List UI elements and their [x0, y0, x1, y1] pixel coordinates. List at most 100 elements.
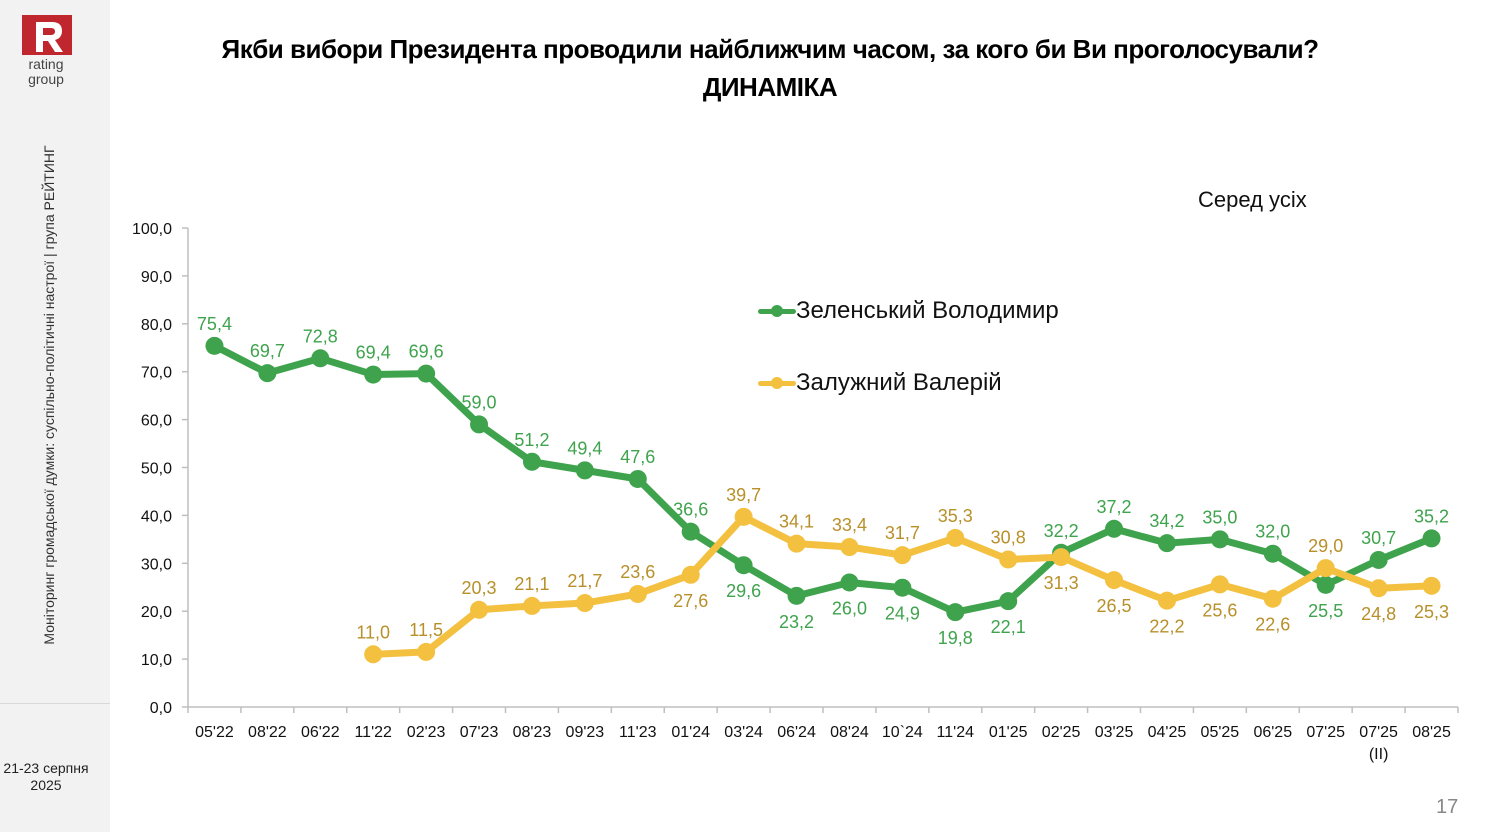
data-label-zaluzhnyi: 24,8 — [1361, 604, 1396, 624]
data-point-zelenskyi — [522, 452, 541, 471]
survey-date-line1: 21-23 серпня — [3, 760, 89, 776]
data-point-zaluzhnyi — [999, 550, 1018, 569]
data-point-zaluzhnyi — [1422, 576, 1441, 595]
y-tick-label: 30,0 — [141, 556, 172, 573]
data-point-zaluzhnyi — [1210, 575, 1229, 594]
page-title: Якби вибори Президента проводили найближ… — [130, 30, 1410, 106]
legend-label: Залужний Валерій — [796, 369, 1002, 396]
data-point-zelenskyi — [1210, 530, 1229, 549]
x-tick-sublabel: (II) — [1369, 746, 1389, 763]
x-tick-label: 05'22 — [195, 724, 234, 741]
data-point-zaluzhnyi — [1369, 579, 1388, 598]
data-point-zelenskyi — [1105, 519, 1124, 538]
x-tick-label: 08'23 — [513, 724, 552, 741]
data-point-zaluzhnyi — [734, 507, 753, 526]
data-label-zaluzhnyi: 22,6 — [1255, 615, 1290, 635]
data-label-zaluzhnyi: 30,8 — [991, 527, 1026, 547]
y-tick-label: 60,0 — [141, 413, 172, 430]
y-tick-label: 40,0 — [141, 508, 172, 525]
legend-item-zelenskyi: Зеленський Володимир — [758, 297, 1059, 325]
data-point-zaluzhnyi — [522, 596, 541, 615]
data-point-zelenskyi — [1422, 529, 1441, 548]
logo-text-rating: rating — [28, 56, 64, 72]
data-label-zaluzhnyi: 33,4 — [832, 515, 867, 535]
data-label-zelenskyi: 34,2 — [1149, 511, 1184, 531]
data-label-zelenskyi: 30,7 — [1361, 528, 1396, 548]
data-label-zelenskyi: 19,8 — [938, 628, 973, 648]
data-label-zaluzhnyi: 29,0 — [1308, 536, 1343, 556]
y-tick-label: 70,0 — [141, 365, 172, 382]
data-label-zaluzhnyi: 25,6 — [1202, 600, 1237, 620]
data-label-zelenskyi: 59,0 — [462, 392, 497, 412]
data-label-zaluzhnyi: 21,1 — [514, 574, 549, 594]
y-tick-label: 10,0 — [141, 652, 172, 669]
data-point-zelenskyi — [1316, 575, 1335, 594]
x-tick-label: 11'23 — [619, 724, 657, 741]
survey-date-line2: 2025 — [30, 777, 62, 793]
data-label-zelenskyi: 25,5 — [1308, 601, 1343, 621]
data-label-zaluzhnyi: 39,7 — [726, 485, 761, 505]
data-point-zaluzhnyi — [1316, 559, 1335, 578]
data-label-zaluzhnyi: 22,2 — [1149, 617, 1184, 637]
data-label-zelenskyi: 69,4 — [356, 343, 391, 363]
logo-text-group: group — [28, 71, 64, 87]
y-tick-label: 100,0 — [132, 221, 172, 238]
sidebar-divider — [0, 703, 110, 704]
x-tick-label: 07'25 — [1306, 724, 1345, 741]
data-label-zelenskyi: 37,2 — [1097, 497, 1132, 517]
data-label-zelenskyi: 69,6 — [409, 342, 444, 362]
legend-label: Зеленський Володимир — [796, 297, 1059, 324]
data-label-zaluzhnyi: 27,6 — [673, 591, 708, 611]
page-number: 17 — [1436, 796, 1459, 818]
legend-marker-icon — [758, 377, 796, 389]
data-label-zaluzhnyi: 23,6 — [620, 562, 655, 582]
data-point-zaluzhnyi — [575, 594, 594, 613]
y-tick-label: 90,0 — [141, 269, 172, 286]
data-label-zelenskyi: 69,7 — [250, 341, 285, 361]
x-tick-label: 02'25 — [1042, 724, 1081, 741]
data-point-zaluzhnyi — [840, 538, 859, 557]
data-point-zaluzhnyi — [417, 642, 436, 661]
data-label-zaluzhnyi: 20,3 — [462, 578, 497, 598]
x-tick-label: 06'22 — [301, 724, 340, 741]
data-label-zaluzhnyi: 21,7 — [567, 571, 602, 591]
x-tick-label: 06'25 — [1253, 724, 1292, 741]
x-tick-label: 08'22 — [248, 724, 287, 741]
data-label-zelenskyi: 35,0 — [1202, 507, 1237, 527]
data-label-zaluzhnyi: 25,3 — [1414, 602, 1449, 622]
title-line1: Якби вибори Президента проводили найближ… — [221, 34, 1319, 64]
y-tick-label: 20,0 — [141, 604, 172, 621]
data-point-zaluzhnyi — [470, 600, 489, 619]
data-label-zelenskyi: 32,0 — [1255, 522, 1290, 542]
title-line2: ДИНАМІКА — [702, 72, 838, 102]
x-tick-label: 03'24 — [724, 724, 763, 741]
data-label-zaluzhnyi: 11,5 — [409, 620, 443, 640]
x-tick-label: 10`24 — [882, 724, 923, 741]
data-point-zelenskyi — [205, 336, 224, 355]
data-label-zelenskyi: 29,6 — [726, 581, 761, 601]
x-tick-label: 11'22 — [354, 724, 392, 741]
data-point-zelenskyi — [840, 573, 859, 592]
data-label-zelenskyi: 24,9 — [885, 604, 920, 624]
data-point-zaluzhnyi — [364, 645, 383, 664]
data-label-zaluzhnyi: 34,1 — [779, 512, 814, 532]
rating-group-logo: rating group — [22, 15, 72, 87]
data-point-zaluzhnyi — [1157, 591, 1176, 610]
data-label-zelenskyi: 32,2 — [1044, 521, 1079, 541]
y-tick-label: 0,0 — [150, 700, 172, 717]
data-point-zaluzhnyi — [1052, 548, 1071, 567]
data-point-zelenskyi — [734, 556, 753, 575]
survey-date: 21-23 серпня 2025 — [0, 760, 92, 794]
data-point-zelenskyi — [681, 522, 700, 541]
data-label-zaluzhnyi: 11,0 — [356, 622, 390, 642]
data-point-zelenskyi — [946, 603, 965, 622]
data-point-zelenskyi — [258, 364, 277, 383]
data-point-zelenskyi — [999, 592, 1018, 611]
data-point-zelenskyi — [575, 461, 594, 480]
x-tick-label: 07'23 — [460, 724, 499, 741]
data-label-zelenskyi: 26,0 — [832, 598, 867, 618]
data-point-zelenskyi — [1369, 550, 1388, 569]
data-label-zelenskyi: 36,6 — [673, 500, 708, 520]
x-tick-label: 02'23 — [407, 724, 446, 741]
